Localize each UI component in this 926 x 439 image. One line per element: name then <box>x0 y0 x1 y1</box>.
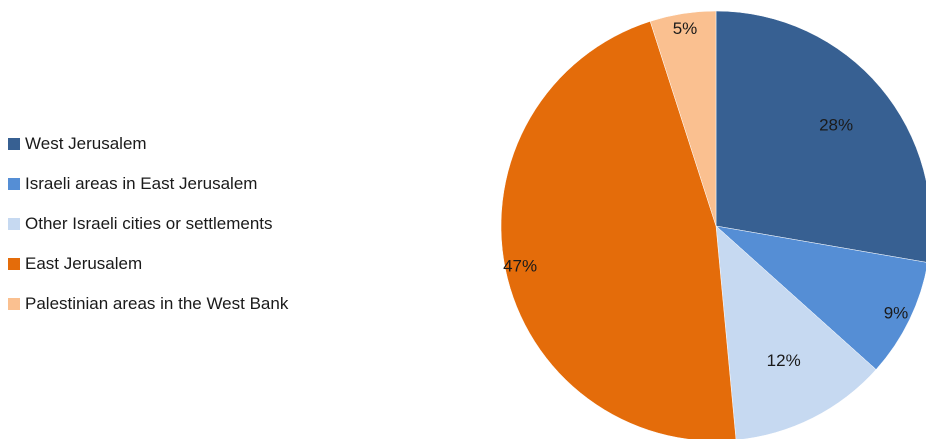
slice-data-label: 9% <box>884 304 909 323</box>
legend-swatch <box>8 258 20 270</box>
slice-data-label: 28% <box>819 115 853 134</box>
pie-slice-west-jerusalem <box>715 10 926 263</box>
slice-data-label: 5% <box>673 19 698 38</box>
legend-swatch <box>8 218 20 230</box>
pie-slice-east-jerusalem <box>500 21 737 439</box>
legend-item-west-jerusalem: West Jerusalem <box>8 134 388 154</box>
legend-item-east-jerusalem: East Jerusalem <box>8 254 388 274</box>
slice-data-label: 12% <box>767 351 801 370</box>
pie-slice-israeli-areas-in-east-jerusalem <box>715 225 926 370</box>
legend-label: Palestinian areas in the West Bank <box>25 294 289 313</box>
pie-slice-palestinian-areas-in-the-west-bank <box>649 10 717 227</box>
slice-data-label: 47% <box>503 257 537 276</box>
legend-label: West Jerusalem <box>25 134 147 153</box>
legend-label: Other Israeli cities or settlements <box>25 214 273 233</box>
legend-swatch <box>8 178 20 190</box>
legend-label: East Jerusalem <box>25 254 143 273</box>
legend-swatch <box>8 138 20 150</box>
legend-swatch <box>8 298 20 310</box>
chart-legend: West Jerusalem Israeli areas in East Jer… <box>8 134 388 334</box>
legend-item-palestinian-areas-west-bank: Palestinian areas in the West Bank <box>8 294 388 314</box>
legend-item-israeli-areas-east-jerusalem: Israeli areas in East Jerusalem <box>8 174 388 194</box>
legend-label: Israeli areas in East Jerusalem <box>25 174 258 193</box>
legend-item-other-israeli-cities: Other Israeli cities or settlements <box>8 214 388 234</box>
